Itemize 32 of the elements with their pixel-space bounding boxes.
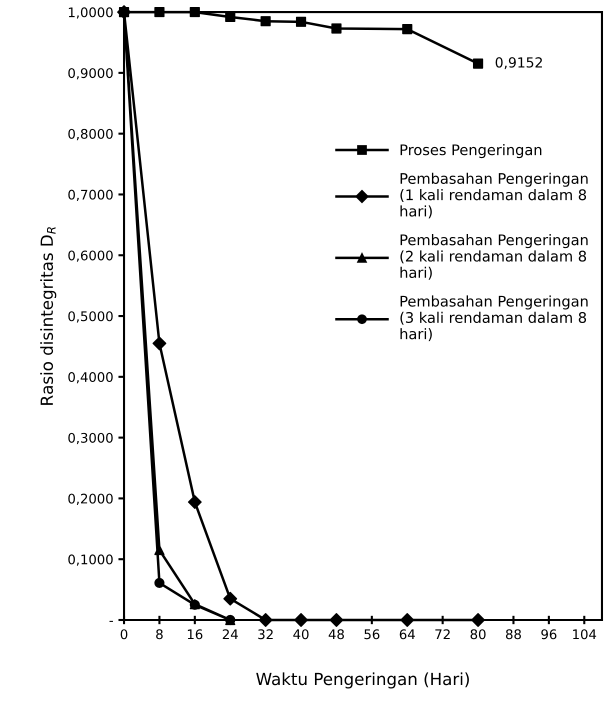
x-tick-label: 80 — [470, 629, 486, 640]
x-tick-label: 8 — [156, 629, 163, 640]
x-tick-label: 104 — [573, 629, 596, 640]
y-tick-label: 0,6000 — [68, 250, 113, 262]
x-tick-label: 56 — [364, 629, 380, 640]
legend-label: Pembasahan Pengeringan (3 kali rendaman dalam 8 hari) — [400, 295, 588, 342]
x-tick-label: 96 — [541, 629, 556, 640]
y-tick-label: 0,1000 — [68, 554, 113, 566]
y-tick-label: 0,4000 — [68, 372, 113, 384]
x-tick-label: 16 — [188, 629, 202, 640]
x-tick-label: 88 — [506, 629, 521, 640]
x-axis-title: Waktu Pengeringan (Hari) — [256, 672, 469, 688]
x-tick-label: 64 — [400, 629, 415, 640]
legend-label: Pembasahan Pengeringan (1 kali rendaman dalam 8 hari) — [400, 172, 588, 218]
y-tick-label: 0,5000 — [68, 311, 113, 323]
y-tick-label: 0,3000 — [68, 432, 113, 444]
data-label: 0,9152 — [496, 57, 542, 70]
x-tick-label: 32 — [258, 629, 273, 640]
y-tick-label: 0,9000 — [68, 68, 113, 80]
y-axis-title: Rasio disintegritas D$_{R}$ — [40, 227, 56, 405]
x-tick-label: 48 — [328, 629, 344, 640]
y-tick-label: 1,0000 — [68, 7, 113, 19]
y-tick-label: - — [109, 620, 113, 622]
x-tick-label: 24 — [222, 629, 238, 640]
legend-label: Pembasahan Pengeringan (2 kali rendaman dalam 8 hari) — [400, 234, 588, 280]
x-tick-label: 40 — [293, 629, 309, 640]
y-tick-label: 0,2000 — [68, 494, 113, 505]
y-tick-label: 0,7000 — [68, 190, 113, 202]
x-tick-label: 72 — [435, 629, 450, 640]
y-tick-label: 0,8000 — [68, 128, 113, 140]
x-tick-label: 0 — [120, 629, 128, 640]
legend-label: Proses Pengeringan — [400, 144, 542, 158]
